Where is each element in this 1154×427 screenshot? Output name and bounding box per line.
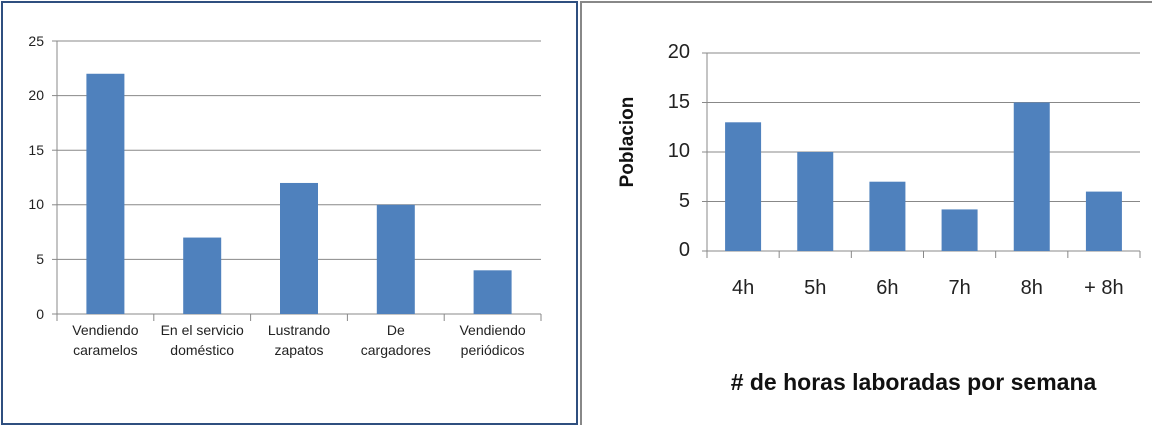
y-tick-label: 0 — [36, 305, 44, 322]
y-tick-label: 20 — [667, 41, 690, 63]
y-tick-label: 15 — [28, 141, 44, 158]
x-tick-label: 6h — [876, 277, 899, 299]
y-tick-label: 10 — [667, 140, 690, 162]
y-tick-label: 20 — [28, 87, 44, 104]
left-frame — [1, 1, 578, 425]
bar — [869, 181, 906, 251]
y-tick-label: 15 — [667, 90, 690, 113]
y-tick-label: 5 — [678, 189, 690, 212]
bar — [1085, 191, 1122, 251]
bar — [86, 73, 125, 314]
bar — [797, 152, 834, 251]
bar — [183, 237, 222, 314]
bar — [1013, 102, 1050, 251]
x-tick-label: 4h — [731, 277, 755, 299]
x-tick-label: Lustrando zapatos — [267, 322, 331, 359]
y-tick-label: 5 — [36, 251, 44, 267]
bar — [941, 209, 978, 251]
x-tick-label: 5h — [804, 277, 827, 299]
right-frame — [580, 1, 1152, 425]
y-axis-label: Poblacion — [617, 97, 638, 188]
y-tick-label: 25 — [28, 32, 44, 49]
bar — [376, 204, 415, 314]
x-tick-label: En el servicio doméstico — [160, 322, 244, 359]
x-tick-label: 8h — [1020, 277, 1043, 299]
bar — [280, 182, 318, 314]
x-tick-label: Vendiendo periódicos — [459, 322, 526, 359]
x-axis-label: # de horas laboradas por semana — [731, 369, 1097, 395]
y-tick-label: 0 — [678, 239, 690, 261]
x-tick-label: 7h — [948, 277, 971, 299]
bar — [725, 122, 762, 251]
y-tick-label: 10 — [28, 196, 44, 213]
bar — [473, 270, 512, 314]
x-tick-label: De cargadores — [360, 322, 431, 359]
x-tick-label: + 8h — [1084, 277, 1124, 299]
x-tick-label: Vendiendo caramelos — [72, 322, 139, 359]
